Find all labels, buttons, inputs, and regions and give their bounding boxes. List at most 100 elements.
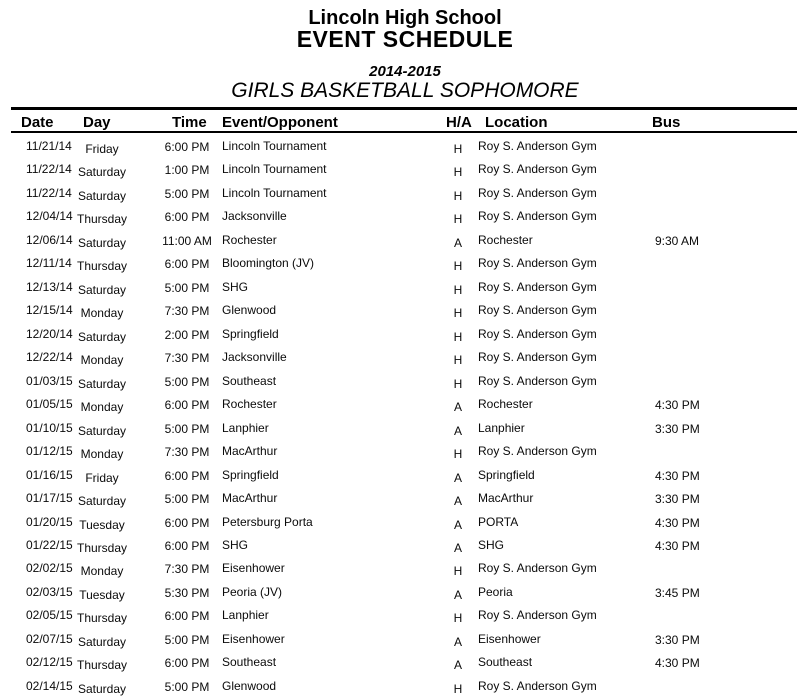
row-location: Roy S. Anderson Gym xyxy=(478,139,597,153)
row-event: Lanphier xyxy=(222,420,269,435)
row-event: Peoria (JV) xyxy=(222,584,283,599)
row-bus: 9:30 AM xyxy=(655,233,700,248)
row-date: 02/14/15 xyxy=(26,678,73,693)
row-time: 6:00 PM xyxy=(164,538,210,553)
row-date: 11/22/14 xyxy=(26,185,72,200)
row-day: Saturday xyxy=(77,329,127,344)
table-row: 01/20/15 Tuesday 6:00 PM Petersburg Port… xyxy=(0,514,800,532)
row-ha: A xyxy=(453,400,462,415)
row-time: 6:00 PM xyxy=(164,515,210,530)
row-event: Lincoln Tournament xyxy=(222,185,327,200)
row-location: MacArthur xyxy=(478,491,534,506)
row-day: Friday xyxy=(85,142,119,156)
table-row: 01/16/15 Friday 6:00 PM Springfield A Sp… xyxy=(0,467,800,485)
column-header-location: Location xyxy=(485,114,548,131)
column-header-event: Event/Opponent xyxy=(222,114,338,131)
row-day: Monday xyxy=(80,306,124,321)
row-ha: H xyxy=(453,353,463,368)
row-ha: H xyxy=(453,681,463,696)
row-location: Roy S. Anderson Gym xyxy=(478,373,597,388)
row-time: 6:00 PM xyxy=(164,609,210,624)
row-day: Saturday xyxy=(77,188,127,203)
row-time: 6:00 PM xyxy=(164,398,210,413)
row-location: Roy S. Anderson Gym xyxy=(478,608,597,623)
table-row: 11/22/14 Saturday 5:00 PM Lincoln Tourna… xyxy=(0,185,800,203)
row-time: 5:00 PM xyxy=(164,421,210,436)
row-ha: A xyxy=(453,658,462,673)
row-event: Jacksonville xyxy=(222,209,287,224)
row-event: Lanphier xyxy=(222,608,269,623)
row-time: 1:00 PM xyxy=(164,163,210,178)
row-date: 12/15/14 xyxy=(26,303,73,318)
row-event: Southeast xyxy=(222,655,277,670)
row-day: Thursday xyxy=(76,259,128,274)
table-row: 11/21/14 Friday 6:00 PM Lincoln Tourname… xyxy=(0,138,800,156)
row-time: 7:30 PM xyxy=(164,351,210,366)
row-ha: A xyxy=(453,587,462,602)
row-location: Peoria xyxy=(478,584,513,599)
row-time: 11:00 AM xyxy=(162,233,212,248)
row-event: Rochester xyxy=(222,397,277,412)
row-day: Tuesday xyxy=(79,517,125,532)
row-day: Thursday xyxy=(76,658,128,673)
row-date: 02/05/15 xyxy=(26,608,73,623)
row-event: SHG xyxy=(222,537,249,552)
row-ha: H xyxy=(453,306,463,321)
table-row: 11/22/14 Saturday 1:00 PM Lincoln Tourna… xyxy=(0,161,800,180)
row-location: Roy S. Anderson Gym xyxy=(478,162,597,177)
row-time: 5:00 PM xyxy=(164,632,210,647)
row-event: Jacksonville xyxy=(222,350,287,365)
table-row: 01/22/15 Thursday 6:00 PM SHG A SHG 4:30… xyxy=(0,537,800,555)
row-time: 5:00 PM xyxy=(164,186,210,201)
row-day: Monday xyxy=(80,564,124,579)
row-day: Thursday xyxy=(76,212,128,227)
row-bus: 4:30 PM xyxy=(655,656,700,671)
row-event: Glenwood xyxy=(222,303,277,318)
row-date: 12/13/14 xyxy=(26,279,73,294)
row-bus: 3:30 PM xyxy=(655,492,700,507)
table-row: 12/22/14 Monday 7:30 PM Jacksonville H R… xyxy=(0,349,800,368)
row-location: SHG xyxy=(478,537,505,552)
row-event: Lincoln Tournament xyxy=(222,162,327,177)
row-location: Rochester xyxy=(478,232,533,247)
table-row: 12/04/14 Thursday 6:00 PM Jacksonville H… xyxy=(0,208,800,227)
row-time: 2:00 PM xyxy=(164,327,210,342)
row-time: 5:00 PM xyxy=(164,280,210,295)
row-bus: 3:30 PM xyxy=(655,632,700,647)
row-bus: 4:30 PM xyxy=(655,538,700,553)
table-row: 02/02/15 Monday 7:30 PM Eisenhower H Roy… xyxy=(0,560,800,579)
season-label: 2014-2015 xyxy=(369,63,441,80)
row-ha: H xyxy=(453,282,463,297)
row-location: Roy S. Anderson Gym xyxy=(478,444,597,459)
row-bus: 4:30 PM xyxy=(655,398,700,413)
row-event: Springfield xyxy=(222,326,279,341)
row-location: Southeast xyxy=(478,655,533,670)
row-time: 6:00 PM xyxy=(164,210,210,225)
row-time: 6:00 PM xyxy=(164,656,210,671)
table-row: 01/12/15 Monday 7:30 PM MacArthur H Roy … xyxy=(0,443,800,461)
row-location: PORTA xyxy=(478,514,519,529)
row-ha: H xyxy=(453,212,463,227)
row-location: Roy S. Anderson Gym xyxy=(478,209,597,224)
row-day: Tuesday xyxy=(79,587,125,602)
row-day: Saturday xyxy=(77,494,127,509)
row-ha: H xyxy=(453,259,463,274)
row-date: 01/12/15 xyxy=(26,444,73,459)
row-event: Southeast xyxy=(222,373,277,388)
row-bus: 3:30 PM xyxy=(655,421,700,436)
row-event: Eisenhower xyxy=(222,561,285,576)
row-ha: A xyxy=(453,634,462,649)
table-row: 12/13/14 Saturday 5:00 PM SHG H Roy S. A… xyxy=(0,279,800,297)
row-ha: A xyxy=(453,517,462,532)
table-row: 12/15/14 Monday 7:30 PM Glenwood H Roy S… xyxy=(0,302,800,321)
header-rule xyxy=(11,131,797,133)
row-day: Monday xyxy=(80,353,124,368)
row-ha: H xyxy=(453,564,463,579)
school-name: Lincoln High School xyxy=(308,7,502,29)
row-date: 02/07/15 xyxy=(26,631,73,646)
row-location: Roy S. Anderson Gym xyxy=(478,256,597,271)
row-day: Thursday xyxy=(76,611,128,626)
row-day: Saturday xyxy=(77,165,127,180)
row-date: 01/05/15 xyxy=(26,397,73,412)
row-date: 01/16/15 xyxy=(26,467,73,482)
